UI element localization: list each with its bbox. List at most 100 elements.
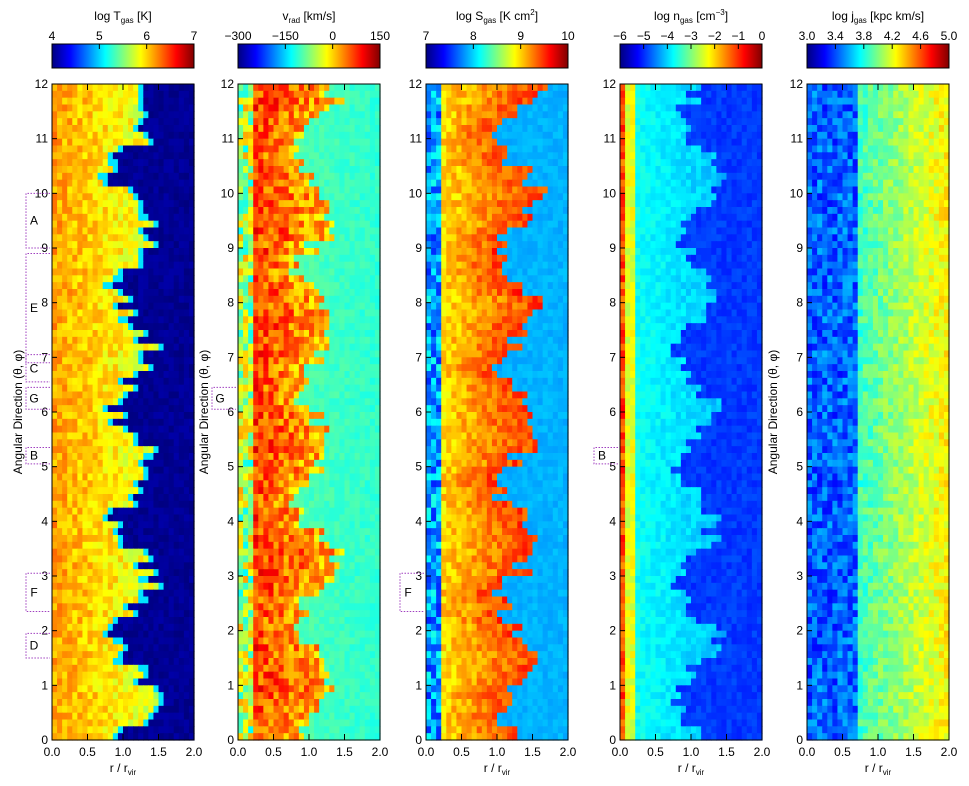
- heatmap-cell: [303, 138, 310, 147]
- heatmap-cell: [183, 699, 190, 707]
- heatmap-cell: [298, 104, 305, 112]
- heatmap-cell: [253, 596, 259, 604]
- heatmap-cell: [319, 500, 325, 509]
- heatmap-cell: [364, 418, 371, 427]
- heatmap-cell: [128, 193, 134, 201]
- heatmap-cell: [97, 200, 104, 208]
- heatmap-cell: [253, 200, 259, 208]
- heatmap-cell: [354, 507, 361, 516]
- heatmap-cell: [82, 330, 89, 338]
- heatmap-cell: [293, 84, 300, 92]
- heatmap-cell: [354, 514, 361, 522]
- heatmap-cell: [324, 439, 330, 447]
- heatmap-cell: [62, 439, 68, 447]
- heatmap-cell: [359, 569, 366, 577]
- heatmap-cell: [314, 446, 320, 454]
- heatmap-cell: [163, 97, 170, 106]
- heatmap-cell: [133, 248, 139, 256]
- x-tick-label: 2.0: [186, 745, 203, 759]
- heatmap-cell: [72, 357, 78, 365]
- heatmap-cell: [62, 350, 68, 358]
- heatmap-cell: [57, 719, 63, 727]
- heatmap-cell: [168, 644, 175, 652]
- heatmap-cell: [163, 377, 170, 386]
- heatmap-cell: [288, 186, 295, 194]
- heatmap-cell: [87, 446, 94, 454]
- heatmap-cell: [183, 473, 190, 481]
- heatmap-cell: [359, 384, 366, 393]
- heatmap-cell: [334, 384, 341, 393]
- heatmap-cell: [102, 617, 109, 625]
- heatmap-cell: [268, 227, 275, 235]
- heatmap-cell: [57, 350, 63, 358]
- heatmap-cell: [309, 466, 315, 475]
- heatmap-cell: [97, 733, 104, 741]
- heatmap-cell: [57, 391, 63, 399]
- heatmap-cell: [253, 617, 259, 625]
- heatmap-cell: [112, 637, 119, 645]
- heatmap-cell: [92, 398, 99, 406]
- heatmap-cell: [324, 138, 330, 147]
- heatmap-cell: [178, 234, 185, 242]
- heatmap-cell: [354, 459, 361, 468]
- heatmap-cell: [163, 84, 170, 92]
- heatmap-cell: [87, 405, 94, 413]
- heatmap-cell: [329, 343, 335, 352]
- heatmap-cell: [248, 289, 254, 297]
- heatmap-cell: [173, 336, 180, 345]
- heatmap-cell: [298, 302, 305, 311]
- heatmap-cell: [268, 623, 275, 632]
- heatmap-cell: [67, 733, 73, 741]
- heatmap-cell: [97, 603, 104, 611]
- heatmap-cell: [158, 111, 165, 119]
- heatmap-cell: [293, 166, 300, 174]
- heatmap-cell: [143, 658, 149, 666]
- heatmap-cell: [67, 630, 73, 639]
- heatmap-cell: [97, 466, 104, 475]
- heatmap-cell: [293, 589, 300, 598]
- heatmap-cell: [153, 733, 160, 741]
- heatmap-cell: [278, 330, 285, 338]
- heatmap-cell: [268, 412, 275, 420]
- heatmap-cell: [263, 500, 270, 509]
- heatmap-cell: [168, 432, 175, 440]
- heatmap-cell: [102, 193, 109, 201]
- x-tick-label: 1.5: [150, 745, 167, 759]
- heatmap-cell: [92, 439, 99, 447]
- heatmap-cell: [309, 234, 315, 242]
- heatmap-cell: [188, 439, 195, 447]
- heatmap-cell: [268, 200, 275, 208]
- heatmap-cell: [183, 200, 190, 208]
- heatmap-cell: [163, 350, 170, 358]
- heatmap-cell: [339, 603, 346, 611]
- heatmap-cell: [133, 166, 139, 174]
- heatmap-cell: [298, 200, 305, 208]
- heatmap-cell: [263, 295, 270, 304]
- heatmap-cell: [329, 248, 335, 256]
- heatmap-cell: [112, 377, 119, 386]
- heatmap-cell: [173, 678, 180, 686]
- heatmap-cell: [253, 118, 259, 126]
- heatmap-cell: [359, 500, 366, 509]
- heatmap-cell: [374, 371, 381, 379]
- heatmap-cell: [67, 466, 73, 475]
- heatmap-cell: [344, 323, 351, 331]
- heatmap-cell: [77, 637, 84, 645]
- heatmap-cell: [82, 630, 89, 639]
- heatmap-cell: [364, 466, 371, 475]
- heatmap-cell: [324, 234, 330, 242]
- heatmap-cell: [288, 384, 295, 393]
- heatmap-cell: [243, 617, 249, 625]
- heatmap-cell: [344, 207, 351, 215]
- heatmap-cell: [344, 391, 351, 399]
- heatmap-cell: [148, 166, 155, 174]
- heatmap-cell: [349, 466, 356, 475]
- heatmap-cell: [77, 282, 84, 290]
- heatmap-cell: [178, 289, 185, 297]
- heatmap-cell: [339, 220, 346, 229]
- heatmap-cell: [288, 439, 295, 447]
- heatmap-cell: [92, 111, 99, 119]
- heatmap-cell: [238, 118, 244, 126]
- heatmap-cell: [238, 111, 244, 119]
- heatmap-cell: [288, 138, 295, 147]
